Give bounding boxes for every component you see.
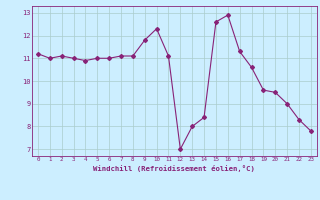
X-axis label: Windchill (Refroidissement éolien,°C): Windchill (Refroidissement éolien,°C) xyxy=(93,165,255,172)
